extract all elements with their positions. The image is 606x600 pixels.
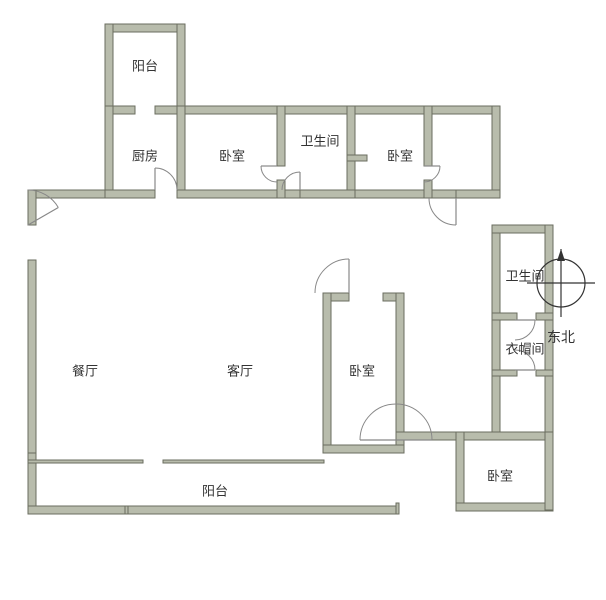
wall bbox=[331, 293, 349, 301]
wall bbox=[28, 460, 143, 463]
wall bbox=[536, 313, 553, 320]
door-arc bbox=[360, 404, 396, 440]
wall bbox=[277, 106, 285, 166]
wall bbox=[396, 432, 553, 440]
wall bbox=[105, 24, 185, 32]
door-arc bbox=[515, 350, 535, 370]
wall bbox=[492, 370, 517, 376]
wall bbox=[177, 106, 185, 198]
direction-label: 东北 bbox=[547, 327, 575, 347]
wall bbox=[323, 445, 404, 453]
wall bbox=[347, 106, 355, 198]
wall bbox=[456, 432, 464, 510]
wall bbox=[163, 460, 324, 463]
wall bbox=[28, 190, 36, 225]
wall bbox=[105, 190, 155, 198]
wall bbox=[28, 506, 398, 514]
wall bbox=[28, 260, 36, 460]
door-arc bbox=[261, 166, 277, 182]
wall bbox=[105, 106, 113, 198]
wall bbox=[125, 506, 128, 514]
wall bbox=[492, 225, 552, 233]
floorplan-canvas bbox=[0, 0, 606, 600]
wall bbox=[424, 180, 432, 198]
wall bbox=[300, 190, 355, 198]
wall bbox=[155, 106, 500, 114]
wall bbox=[536, 370, 553, 376]
wall bbox=[492, 313, 517, 320]
wall bbox=[323, 293, 331, 453]
wall bbox=[424, 106, 432, 166]
door-arc bbox=[429, 198, 456, 225]
wall bbox=[347, 155, 367, 161]
door-arc bbox=[315, 259, 349, 293]
compass-north-arrow bbox=[557, 249, 565, 261]
wall bbox=[105, 24, 113, 114]
wall bbox=[545, 432, 553, 510]
wall bbox=[396, 503, 399, 514]
door-arc bbox=[515, 320, 535, 340]
door-arc bbox=[155, 168, 177, 190]
wall bbox=[456, 503, 553, 511]
wall bbox=[28, 190, 108, 198]
wall bbox=[492, 225, 500, 440]
wall bbox=[177, 24, 185, 114]
wall bbox=[396, 293, 404, 453]
wall bbox=[456, 190, 500, 198]
wall bbox=[492, 106, 500, 198]
